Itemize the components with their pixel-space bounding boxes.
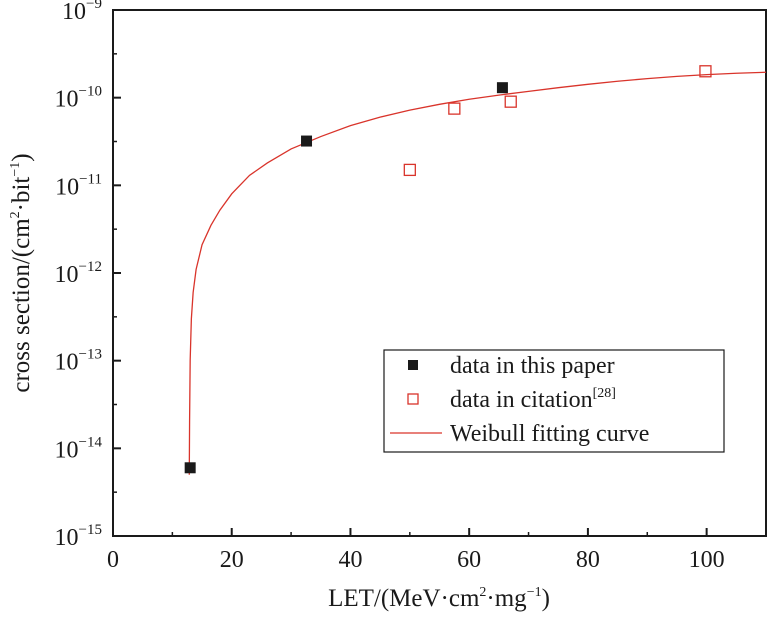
fit-curve-layer bbox=[188, 71, 767, 475]
point-this-paper-2 bbox=[496, 82, 508, 94]
legend-label-citation: data in citation[28] bbox=[450, 386, 616, 413]
point-citation-1 bbox=[448, 102, 461, 115]
y-axis-label: cross section/(cm2·bit−1) bbox=[8, 153, 35, 392]
legend-item-this-paper: data in this paper bbox=[408, 353, 615, 379]
point-citation-0 bbox=[403, 163, 416, 177]
x-tick-label-5: 100 bbox=[689, 547, 725, 573]
legend: data in this paper data in citation[28] … bbox=[383, 349, 725, 453]
point-this-paper-1 bbox=[301, 135, 313, 147]
legend-marker-open-square bbox=[407, 393, 419, 405]
x-tick-label-3: 60 bbox=[457, 547, 481, 573]
legend-label-fit: Weibull fitting curve bbox=[450, 421, 649, 447]
legend-item-fit: Weibull fitting curve bbox=[390, 421, 649, 447]
weibull-fit-curve bbox=[188, 71, 767, 475]
y-tick-label-3: 10−12 bbox=[55, 259, 102, 288]
x-tick-label-2: 40 bbox=[338, 547, 362, 573]
legend-label-this-paper: data in this paper bbox=[450, 353, 615, 379]
y-tick-label-2: 10−13 bbox=[55, 347, 102, 376]
x-tick-label-4: 80 bbox=[576, 547, 600, 573]
point-this-paper-0 bbox=[184, 462, 196, 474]
plot-frame bbox=[112, 9, 767, 537]
x-tick-label-1: 20 bbox=[220, 547, 244, 573]
x-axis-label: LET/(MeV·cm2·mg−1) bbox=[328, 585, 550, 612]
legend-box bbox=[383, 349, 725, 453]
y-tick-label-4: 10−11 bbox=[55, 171, 102, 200]
point-citation-2 bbox=[504, 95, 517, 108]
plot-area bbox=[112, 9, 767, 537]
y-tick-label-5: 10−10 bbox=[55, 84, 102, 113]
legend-marker-filled-square bbox=[408, 360, 418, 370]
x-tick-label-0: 0 bbox=[107, 547, 119, 573]
y-tick-label-1: 10−14 bbox=[55, 434, 103, 463]
y-tick-label-6: 10−9 bbox=[62, 0, 102, 25]
x-axis: 0 20 40 60 80 100 bbox=[107, 528, 725, 573]
data-markers bbox=[184, 65, 712, 474]
legend-item-citation: data in citation[28] bbox=[407, 386, 616, 413]
point-citation-3 bbox=[699, 65, 712, 78]
y-tick-label-0: 10−15 bbox=[55, 522, 102, 551]
y-axis: 10−15 10−14 10−13 10−12 10−11 10−10 10−9 bbox=[55, 0, 121, 551]
